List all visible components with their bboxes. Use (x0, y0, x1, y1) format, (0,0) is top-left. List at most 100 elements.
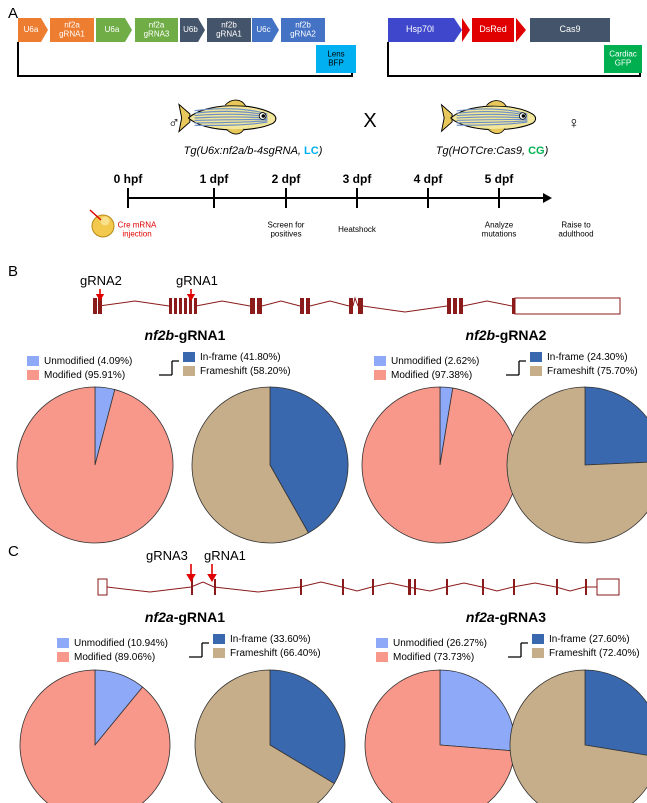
panel-letter-c: C (8, 543, 19, 560)
construct-element-label: U6c (256, 25, 270, 34)
gene-exon (214, 579, 216, 595)
timeline-event-label: Raise to adulthood (558, 221, 593, 239)
marker-box-cardiac-gfp (604, 45, 642, 73)
fish-stripe (456, 108, 528, 115)
legend-nf2a-grna1-unmodified: Unmodified (10.94%) (74, 638, 168, 649)
legend-nf2b-grna1-inframe: In-frame (41.80%) (200, 352, 281, 363)
pie-nf2a-grna3-frame-slice (509, 669, 647, 803)
construct-element-label: U6a (24, 25, 39, 34)
gene-exon (300, 298, 304, 314)
legend-swatch-unmodified (376, 638, 388, 648)
gene-exon (447, 298, 451, 314)
grna-box (50, 18, 94, 42)
pie-nf2b-grna1-mod-slice (16, 386, 174, 544)
gene-exon (300, 579, 302, 595)
fish-stripe (194, 108, 268, 115)
plot-title-nf2b-grna2: nf2b-gRNA2 (466, 327, 547, 343)
construct-element-label: nf2b gRNA2 (290, 21, 316, 39)
plasmid-backbone-right (387, 42, 641, 77)
gene-intron-line (106, 581, 597, 593)
timeline-arrowhead-icon (543, 193, 552, 203)
legend-nf2a-grna3-inframe: In-frame (27.60%) (549, 634, 630, 645)
plasmid-backbone-left (17, 42, 353, 77)
gene-exon (372, 579, 374, 595)
gene-exon (174, 298, 177, 314)
fish-stripe (194, 121, 268, 127)
gene-exon (169, 298, 172, 314)
legend-swatch-frameshift (530, 366, 542, 376)
legend-nf2b-grna1-modified: Modified (95.91%) (44, 370, 125, 381)
pie-nf2a-grna1-mod-slice (19, 669, 171, 803)
legend-swatch-frameshift (183, 366, 195, 376)
promoter-arrow (180, 18, 205, 42)
legend-swatch-unmodified (57, 638, 69, 648)
fish-anal-fin (226, 128, 245, 135)
legend-connector (506, 360, 526, 376)
grna-label: gRNA3 (146, 548, 188, 563)
legend-nf2a-grna3-unmodified: Unmodified (26.27%) (393, 638, 487, 649)
construct-element-label: Hsp70l (406, 24, 434, 34)
gene-exon (194, 298, 197, 314)
male-symbol-icon: ♂ (168, 115, 180, 132)
dsred-box (472, 18, 514, 42)
construct-element-label: nf2b gRNA1 (216, 21, 242, 39)
female-symbol-icon: ♀ (568, 115, 580, 132)
grna-arrow-icon (95, 294, 105, 301)
legend-nf2a-grna3-frameshift: Frameshift (72.40%) (549, 648, 640, 659)
legend-nf2b-grna1-frameshift: Frameshift (58.20%) (200, 366, 291, 377)
timeline-tick-label: 4 dpf (414, 172, 444, 186)
legend-swatch-inframe (530, 352, 542, 362)
fish-stripe (194, 120, 268, 124)
fish-dorsal-fin (224, 99, 246, 106)
timeline-tick-label: 5 dpf (485, 172, 515, 186)
promoter-arrow (388, 18, 462, 42)
grna-box (281, 18, 325, 42)
gene-exon (459, 298, 463, 314)
promoter-arrow (18, 18, 48, 42)
timeline-event-label: Heatshock (338, 225, 377, 234)
legend-swatch-frameshift (213, 648, 225, 658)
legend-swatch-inframe (213, 634, 225, 644)
gene-exon (482, 579, 484, 595)
gene-exon (179, 298, 182, 314)
zebrafish-female-icon (440, 100, 537, 134)
gene-utr-box (596, 578, 620, 596)
legend-nf2b-grna2-frameshift: Frameshift (75.70%) (547, 366, 638, 377)
legend-nf2a-grna1-modified: Modified (89.06%) (74, 652, 155, 663)
gene-exon (513, 579, 515, 595)
construct-element-label: U6b (183, 25, 198, 34)
gene-exon (184, 298, 187, 314)
gene-utr-box (514, 297, 621, 315)
gene-exon (342, 579, 344, 595)
gene-exon (408, 579, 411, 595)
pie-nf2a-grna3-frame-slice (584, 669, 647, 756)
genotype-label-left: Tg(U6x:nf2a/b-4sgRNA, LC) (184, 145, 323, 157)
pie-nf2a-grna1-frame-slice (194, 669, 335, 803)
gene-exon (512, 298, 515, 314)
construct-element-label: nf2a gRNA1 (59, 21, 85, 39)
construct-element-label: Cas9 (559, 24, 580, 34)
gene-exon (585, 579, 587, 595)
pie-nf2b-grna2-frame-slice (506, 386, 647, 544)
gene-exon (349, 298, 353, 314)
gene-utr-box (97, 578, 108, 596)
plot-title-nf2b-grna1: nf2b-gRNA1 (145, 327, 226, 343)
legend-connector (189, 642, 209, 658)
marker-box-lens-bfp (316, 45, 356, 73)
fish-tail (440, 103, 453, 133)
legend-swatch-modified (57, 652, 69, 662)
loxp-icon (516, 18, 526, 42)
timeline-tick-label: 2 dpf (272, 172, 302, 186)
fish-stripe (456, 121, 528, 126)
panel-letter-a: A (8, 5, 18, 22)
legend-nf2b-grna2-modified: Modified (97.38%) (391, 370, 472, 381)
timeline-tick-label: 3 dpf (343, 172, 373, 186)
timeline-event-label: Cre mRNA injection (118, 221, 157, 239)
grna-label: gRNA1 (176, 273, 218, 288)
pie-nf2a-grna1-frame-slice (269, 669, 346, 785)
timeline-event-label: Screen for positives (268, 221, 305, 239)
gene-exon (453, 298, 457, 314)
marker-label: Lens BFP (327, 50, 344, 68)
